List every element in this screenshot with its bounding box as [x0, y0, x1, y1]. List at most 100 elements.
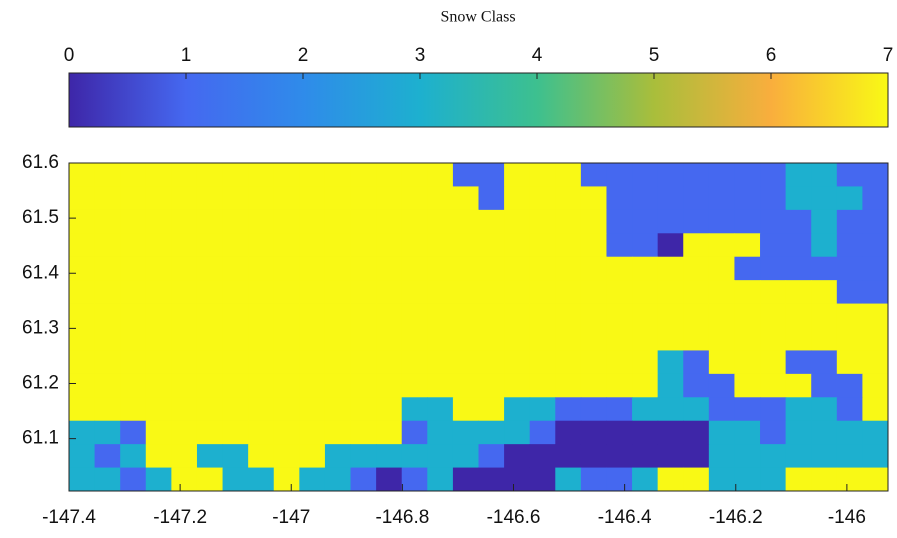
heatmap-cell — [478, 327, 505, 351]
heatmap-cell — [196, 397, 224, 422]
heatmap-cell — [683, 350, 710, 375]
heatmap-cell — [145, 444, 172, 469]
heatmap-cell — [376, 420, 403, 445]
heatmap-cell — [683, 280, 710, 305]
heatmap-cell — [657, 186, 684, 211]
heatmap-cell — [94, 444, 121, 469]
heatmap-cell — [632, 327, 659, 351]
heatmap-cell — [529, 256, 556, 281]
heatmap-cell — [145, 209, 172, 234]
heatmap-cell — [69, 163, 96, 187]
heatmap-cell — [120, 233, 147, 258]
heatmap-cell — [504, 209, 531, 234]
heatmap-cell — [862, 373, 889, 398]
heatmap-cell — [734, 303, 761, 328]
heatmap-cell — [94, 163, 121, 187]
heatmap-cell — [324, 373, 352, 398]
heatmap-cell — [734, 397, 761, 422]
heatmap-cell — [299, 350, 326, 375]
heatmap-cell — [452, 163, 479, 187]
heatmap-cell — [248, 327, 275, 351]
heatmap-cell — [350, 280, 377, 305]
heatmap-cell — [222, 444, 249, 469]
heatmap-cell — [504, 303, 531, 328]
heatmap-cell — [580, 350, 607, 375]
heatmap-cell — [69, 233, 96, 258]
heatmap-cell — [248, 303, 275, 328]
heatmap-cell — [478, 444, 505, 469]
x-tick-label: -146.8 — [375, 507, 429, 528]
heatmap-cell — [657, 350, 684, 375]
heatmap-cell — [708, 186, 735, 211]
heatmap-cell — [145, 397, 172, 422]
heatmap-cell — [273, 209, 300, 234]
heatmap-cell — [504, 233, 531, 258]
heatmap-cell — [580, 256, 607, 281]
heatmap-cell — [299, 467, 326, 492]
heatmap-cell — [350, 256, 377, 281]
heatmap-cell — [145, 373, 172, 398]
heatmap-cell — [657, 280, 684, 305]
heatmap-cell — [504, 280, 531, 305]
heatmap-cell — [657, 444, 684, 469]
heatmap-cell — [427, 303, 454, 328]
heatmap-cell — [69, 420, 96, 445]
heatmap-cell — [350, 420, 377, 445]
heatmap-cell — [734, 186, 761, 211]
heatmap-cell — [94, 186, 121, 211]
heatmap-cell — [427, 256, 454, 281]
heatmap-cell — [734, 163, 761, 187]
heatmap-cell — [657, 327, 684, 351]
colorbar-tick-label: 3 — [415, 45, 426, 66]
heatmap-cell — [427, 397, 454, 422]
heatmap-cell — [580, 209, 607, 234]
heatmap-cell — [862, 163, 889, 187]
heatmap-cell — [529, 209, 556, 234]
heatmap-cell — [708, 327, 735, 351]
heatmap-cell — [632, 444, 659, 469]
heatmap-cell — [427, 420, 454, 445]
heatmap-cell — [632, 233, 659, 258]
heatmap-cell — [196, 350, 224, 375]
heatmap-cell — [708, 163, 735, 187]
heatmap-cell — [478, 303, 505, 328]
heatmap-cell — [785, 373, 812, 398]
heatmap-cell — [145, 233, 172, 258]
heatmap-cell — [504, 186, 531, 211]
colorbar-tick-label: 2 — [298, 45, 309, 66]
heatmap-cell — [811, 209, 838, 234]
heatmap-cell — [504, 327, 531, 351]
heatmap-cell — [811, 467, 838, 492]
heatmap-cell — [248, 280, 275, 305]
heatmap-cell — [273, 420, 300, 445]
heatmap-cell — [836, 397, 863, 422]
heatmap-cell — [785, 303, 812, 328]
heatmap-cell — [504, 163, 531, 187]
heatmap-cell — [120, 303, 147, 328]
heatmap-cell — [529, 350, 556, 375]
heatmap-cell — [836, 303, 863, 328]
heatmap-cell — [196, 467, 224, 492]
heatmap-cell — [222, 233, 249, 258]
heatmap-cell — [248, 233, 275, 258]
heatmap-cell — [862, 209, 889, 234]
y-tick-label: 61.2 — [22, 373, 59, 394]
colorbar-tick-label: 0 — [64, 45, 75, 66]
heatmap-cell — [529, 186, 556, 211]
heatmap-cell — [478, 373, 505, 398]
heatmap-cell — [376, 233, 403, 258]
heatmap-cell — [401, 467, 428, 492]
heatmap-cell — [376, 256, 403, 281]
heatmap-cell — [171, 163, 198, 187]
heatmap-cell — [760, 256, 787, 281]
heatmap-cell — [452, 280, 479, 305]
heatmap-cell — [836, 373, 863, 398]
heatmap-cell — [248, 397, 275, 422]
heatmap-cell — [171, 233, 198, 258]
heatmap-cell — [529, 327, 556, 351]
heatmap-cell — [69, 303, 96, 328]
heatmap-cell — [529, 467, 556, 492]
heatmap-cell — [785, 163, 812, 187]
heatmap-cell — [785, 186, 812, 211]
heatmap-cell — [350, 233, 377, 258]
